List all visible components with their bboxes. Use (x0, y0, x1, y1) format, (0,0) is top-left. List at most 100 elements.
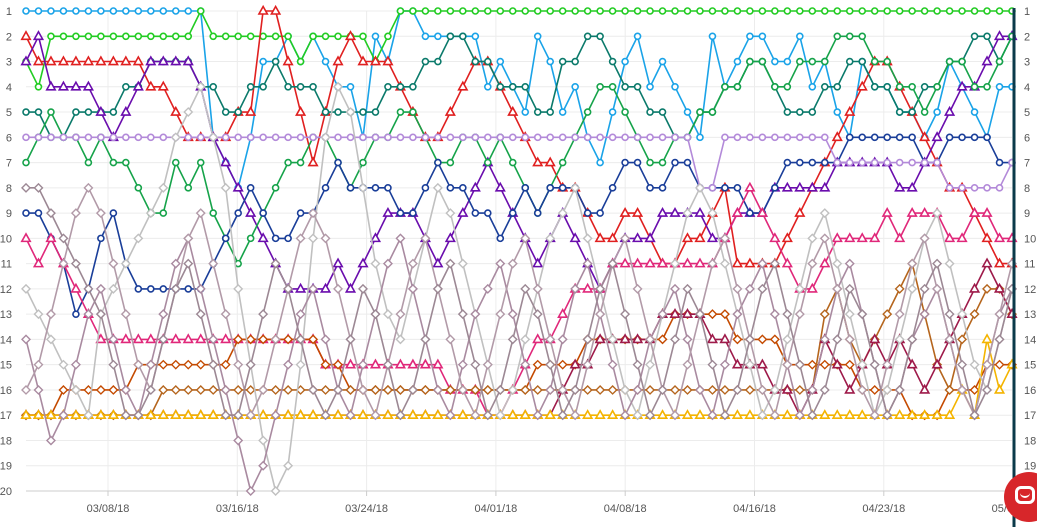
data-point[interactable] (620, 233, 631, 244)
data-point[interactable] (520, 384, 531, 395)
data-point[interactable] (708, 184, 717, 192)
data-point[interactable] (632, 384, 643, 395)
data-point[interactable] (170, 333, 182, 344)
data-point[interactable] (995, 7, 1004, 15)
data-point[interactable] (608, 133, 617, 142)
data-point[interactable] (633, 82, 642, 91)
data-point[interactable] (520, 334, 531, 345)
data-point[interactable] (796, 133, 804, 142)
data-point[interactable] (32, 257, 45, 268)
data-point[interactable] (320, 233, 331, 244)
data-point[interactable] (108, 359, 119, 370)
data-point[interactable] (771, 82, 779, 91)
data-point[interactable] (845, 158, 854, 167)
data-point[interactable] (894, 232, 906, 243)
data-point[interactable] (371, 108, 380, 116)
data-point[interactable] (683, 7, 692, 15)
data-point[interactable] (308, 334, 319, 345)
data-point[interactable] (208, 258, 219, 269)
data-point[interactable] (270, 486, 281, 496)
data-point[interactable] (494, 181, 506, 192)
data-point[interactable] (844, 359, 855, 370)
data-point[interactable] (421, 57, 430, 66)
data-point[interactable] (483, 209, 492, 217)
data-point[interactable] (83, 182, 94, 193)
data-point[interactable] (758, 133, 767, 142)
data-point[interactable] (696, 7, 704, 15)
data-point[interactable] (171, 32, 180, 41)
data-point[interactable] (895, 82, 904, 91)
data-point[interactable] (434, 158, 442, 167)
data-point[interactable] (819, 257, 831, 268)
data-point[interactable] (870, 57, 879, 66)
data-point[interactable] (607, 384, 618, 395)
data-point[interactable] (844, 258, 855, 269)
data-point[interactable] (819, 181, 831, 192)
data-point[interactable] (806, 282, 818, 293)
data-point[interactable] (482, 384, 493, 395)
data-point[interactable] (833, 82, 842, 91)
data-point[interactable] (419, 409, 431, 420)
data-point[interactable] (147, 133, 155, 142)
data-point[interactable] (806, 181, 818, 192)
data-point[interactable] (895, 108, 904, 116)
data-point[interactable] (345, 107, 356, 118)
data-point[interactable] (608, 108, 617, 116)
data-point[interactable] (134, 184, 143, 192)
data-point[interactable] (833, 108, 842, 116)
data-point[interactable] (845, 32, 854, 41)
data-point[interactable] (295, 409, 307, 420)
data-point[interactable] (669, 308, 681, 318)
data-point[interactable] (446, 133, 455, 142)
data-point[interactable] (457, 359, 468, 370)
data-point[interactable] (619, 257, 631, 268)
data-point[interactable] (582, 233, 593, 244)
data-point[interactable] (296, 82, 305, 91)
data-point[interactable] (820, 7, 829, 15)
data-point[interactable] (22, 209, 30, 217)
data-point[interactable] (70, 282, 82, 293)
data-point[interactable] (620, 384, 631, 395)
data-point[interactable] (296, 133, 305, 142)
chat-widget-button[interactable] (1004, 472, 1037, 522)
data-point[interactable] (72, 32, 80, 41)
data-point[interactable] (158, 182, 169, 193)
data-point[interactable] (195, 333, 207, 344)
data-point[interactable] (270, 410, 281, 421)
data-point[interactable] (95, 333, 107, 344)
data-point[interactable] (682, 334, 693, 345)
data-point[interactable] (857, 309, 868, 320)
data-point[interactable] (147, 7, 155, 15)
data-point[interactable] (869, 384, 880, 395)
data-point[interactable] (633, 158, 642, 167)
data-point[interactable] (558, 57, 567, 66)
data-point[interactable] (120, 258, 131, 269)
data-point[interactable] (57, 55, 70, 66)
data-point[interactable] (58, 410, 69, 421)
data-point[interactable] (633, 133, 642, 142)
data-point[interactable] (184, 133, 193, 142)
data-point[interactable] (682, 384, 693, 395)
data-point[interactable] (558, 133, 567, 142)
data-point[interactable] (981, 232, 993, 243)
data-point[interactable] (833, 32, 842, 41)
data-point[interactable] (208, 334, 219, 345)
data-point[interactable] (158, 384, 169, 395)
data-point[interactable] (170, 105, 182, 116)
data-point[interactable] (845, 7, 854, 15)
data-point[interactable] (532, 257, 544, 268)
data-point[interactable] (95, 409, 107, 420)
data-point[interactable] (771, 184, 779, 192)
data-point[interactable] (544, 409, 556, 420)
data-point[interactable] (658, 133, 667, 142)
data-point[interactable] (234, 108, 242, 116)
data-point[interactable] (856, 409, 868, 420)
data-point[interactable] (933, 82, 941, 91)
data-point[interactable] (694, 182, 705, 193)
data-point[interactable] (994, 309, 1005, 320)
data-point[interactable] (919, 206, 931, 217)
data-point[interactable] (758, 7, 767, 15)
data-point[interactable] (234, 32, 242, 41)
data-point[interactable] (958, 184, 966, 192)
data-point[interactable] (533, 108, 542, 116)
